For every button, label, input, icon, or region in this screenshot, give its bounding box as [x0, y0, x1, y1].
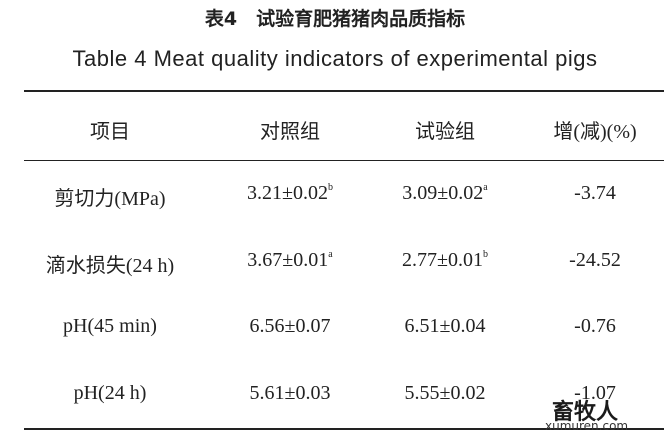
top-rule	[24, 90, 664, 92]
table-cell: pH(45 min)	[63, 315, 157, 337]
table-cell: 3.09±0.02a	[360, 182, 530, 205]
cell-superscript: b	[327, 182, 333, 193]
header-cell: 试验组	[415, 121, 475, 143]
table-cell: 5.61±0.03	[249, 382, 331, 404]
header-cell: 增(减)(%)	[553, 121, 637, 143]
header-rule	[24, 160, 664, 161]
watermark-site: xumuren.com	[545, 419, 629, 433]
table-cell: 6.51±0.04	[404, 315, 486, 337]
cell-superscript: b	[482, 249, 488, 260]
title-en: Table 4 Meat quality indicators of exper…	[72, 46, 598, 71]
table-cell: 3.67±0.01a	[205, 249, 375, 272]
table-cell: -3.74	[574, 182, 616, 204]
cell-superscript: a	[483, 182, 488, 193]
table-cell: -1.07	[574, 382, 616, 404]
cell-value: 3.67±0.01	[247, 249, 329, 271]
table-cell: 剪切力(MPa)	[54, 188, 166, 210]
table-cell: pH(24 h)	[73, 382, 147, 404]
cell-value: 3.09±0.02	[402, 182, 484, 204]
cell-superscript: a	[328, 249, 333, 260]
watermark-name: 畜牧人	[552, 400, 619, 425]
table-cell: 6.56±0.07	[249, 315, 331, 337]
cell-value: 3.21±0.02	[247, 182, 328, 204]
table-cell: 5.55±0.02	[404, 382, 486, 404]
header-cell: 对照组	[260, 121, 320, 143]
title-cn: 表4 试验育肥猪猪肉品质指标	[204, 8, 466, 30]
table-cell: -0.76	[574, 315, 616, 337]
cell-value: 2.77±0.01	[402, 249, 483, 271]
table-cell: -24.52	[569, 249, 621, 271]
table-cell: 滴水损失(24 h)	[45, 255, 175, 277]
table-cell: 2.77±0.01b	[360, 249, 530, 272]
table-cell: 3.21±0.02b	[205, 182, 375, 205]
bottom-rule	[24, 428, 664, 430]
header-cell: 项目	[90, 121, 130, 143]
